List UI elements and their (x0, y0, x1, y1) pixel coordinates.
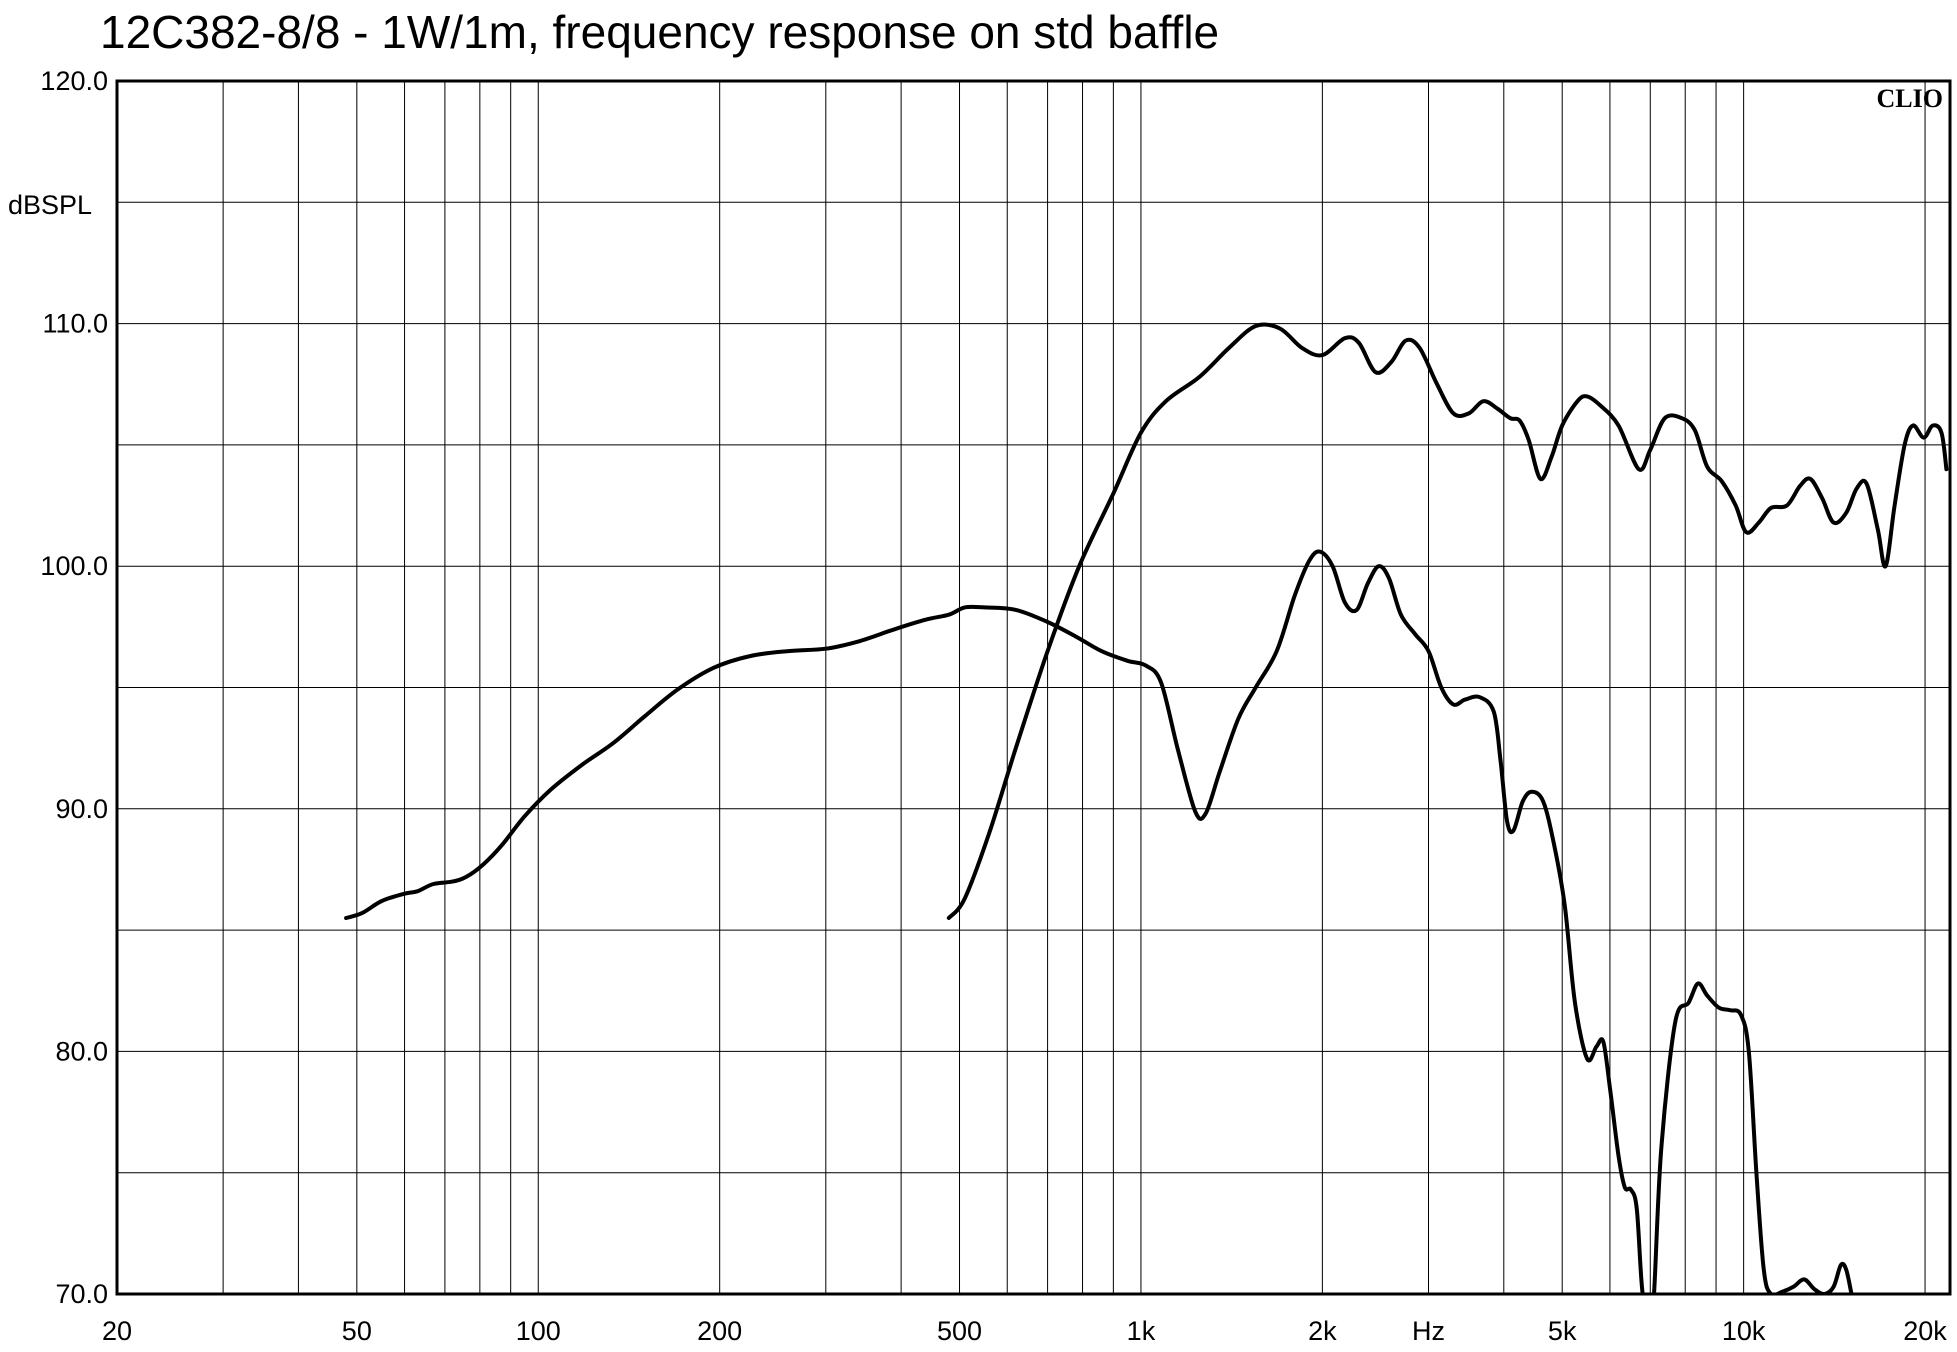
y-tick-label: 90.0 (55, 794, 108, 824)
y-tick-label: 110.0 (42, 309, 108, 339)
x-tick-label: 5k (1548, 1316, 1577, 1346)
response-curves (344, 322, 1949, 1294)
x-tick-label: 100 (516, 1316, 561, 1346)
response-curve-2 (344, 549, 1854, 1294)
grid-lines (117, 81, 1950, 1294)
x-tick-label: Hz (1412, 1316, 1445, 1346)
x-tick-label: 50 (342, 1316, 372, 1346)
brand-label: CLIO (1877, 84, 1943, 113)
y-tick-label: 80.0 (55, 1036, 108, 1066)
x-tick-label: 500 (937, 1316, 982, 1346)
y-axis-label: dBSPL (8, 190, 92, 220)
y-tick-label: 100.0 (40, 551, 108, 581)
x-tick-label: 200 (697, 1316, 742, 1346)
y-tick-label: 120.0 (40, 66, 108, 96)
x-tick-label: 10k (1722, 1316, 1766, 1346)
chart-title: 12C382-8/8 - 1W/1m, frequency response o… (100, 6, 1219, 58)
plot-frame (115, 79, 1952, 1296)
x-tick-label: 20 (102, 1316, 132, 1346)
y-tick-label: 70.0 (55, 1279, 108, 1309)
x-tick-label: 20k (1903, 1316, 1947, 1346)
response-curve-1 (946, 322, 1949, 920)
tick-labels: 20 50 100 200 500 1k 2k Hz 5k 10k 20k 70.0 80.0 90.0 1… (40, 66, 1947, 1346)
x-tick-label: 1k (1127, 1316, 1156, 1346)
x-tick-label: 2k (1308, 1316, 1337, 1346)
